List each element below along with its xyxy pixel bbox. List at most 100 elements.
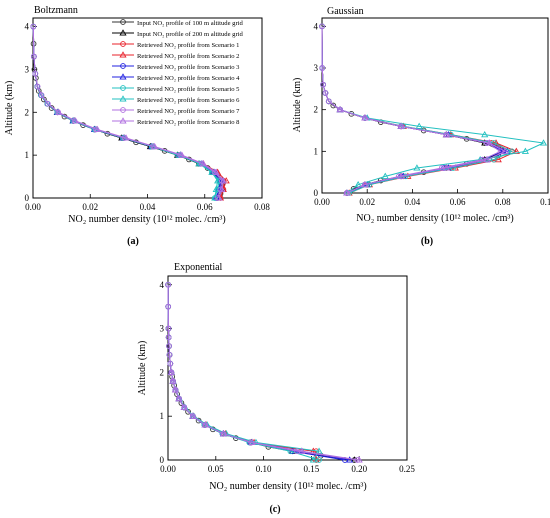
data-point [212, 168, 220, 175]
data-point [180, 403, 188, 410]
data-point [219, 177, 227, 184]
chart-title: Boltzmann [34, 5, 78, 16]
data-point [355, 456, 363, 463]
data-point [211, 194, 219, 201]
series-line [321, 26, 504, 194]
data-point [298, 447, 306, 454]
legend-label: Retrieved NO₂ profile from Scenario 6 [137, 97, 240, 104]
data-point [316, 457, 322, 463]
y-tick-label: 3 [25, 64, 30, 74]
y-tick-label: 2 [314, 105, 319, 115]
legend-item: Input NO₂ profile of 200 m altitude grid [112, 29, 243, 38]
data-point [171, 386, 180, 393]
data-point [38, 92, 45, 98]
series-6 [165, 281, 322, 463]
y-axis-label: Altitude (km) [4, 81, 15, 136]
series-8 [165, 281, 361, 463]
legend-marker [119, 51, 127, 58]
x-axis-label: NO₂ number density (10¹² molec. /cm³) [68, 214, 225, 225]
legend-marker [119, 117, 127, 124]
data-point [248, 438, 256, 446]
y-tick-label: 1 [25, 150, 30, 160]
data-point [151, 142, 159, 150]
data-point [199, 160, 207, 167]
x-axis-label: NO₂ number density (10¹² molec. /cm³) [209, 481, 366, 492]
data-point [201, 421, 209, 428]
series-3 [167, 284, 320, 463]
data-point [45, 100, 51, 107]
series-2 [165, 281, 320, 463]
legend-item: Retrieved NO₂ profile from Scenario 6 [112, 95, 240, 104]
y-tick-label: 3 [314, 63, 319, 73]
data-point [41, 96, 47, 103]
panel-1: 0.00 0.02 0.04 0.06 0.08 0.10 0 1 2 3 4 Gaussian NO₂… [292, 6, 550, 247]
legend-item: Retrieved NO₂ profile from Scenario 5 [112, 85, 240, 93]
legend-label: Retrieved NO₂ profile from Scenario 4 [137, 75, 240, 82]
plot-frame [321, 17, 549, 194]
data-point [169, 377, 177, 384]
series-9 [321, 26, 509, 196]
chart-title: Gaussian [327, 6, 364, 17]
data-point [322, 90, 329, 96]
x-tick-label: 0.02 [359, 197, 375, 207]
data-point [325, 98, 332, 105]
panel-label: (c) [269, 504, 280, 515]
y-tick-label: 2 [160, 367, 165, 377]
x-tick-label: 0.04 [405, 197, 421, 207]
x-tick-label: 0.08 [254, 202, 270, 212]
x-tick-label: 0.04 [140, 202, 156, 212]
series-7 [167, 284, 323, 463]
data-point [93, 125, 101, 132]
legend-label: Input NO₂ profile of 200 m altitude grid [137, 31, 243, 38]
series-line [167, 284, 345, 461]
y-tick-label: 1 [160, 411, 165, 421]
x-tick-label: 0.05 [208, 464, 224, 474]
legend-marker [120, 85, 126, 91]
data-point [208, 168, 216, 175]
legend: Input NO₂ profile of 100 m altitude grid… [112, 19, 243, 126]
legend-item: Retrieved NO₂ profile from Scenario 8 [112, 117, 240, 126]
legend-label: Retrieved NO₂ profile from Scenario 7 [137, 108, 240, 115]
data-point [346, 456, 354, 463]
data-point [485, 139, 493, 146]
y-tick-label: 1 [314, 146, 319, 156]
legend-marker [119, 73, 127, 80]
y-axis-label: Altitude (km) [292, 78, 303, 133]
data-point [483, 155, 491, 163]
data-point [55, 108, 63, 115]
y-tick-label: 0 [25, 193, 30, 203]
series-line [321, 26, 504, 194]
legend-item: Retrieved NO₂ profile from Scenario 3 [112, 63, 240, 71]
series-line [32, 26, 224, 199]
data-point [71, 117, 79, 124]
data-point [178, 151, 186, 158]
x-tick-label: 0.06 [197, 202, 213, 212]
series-line [167, 284, 320, 461]
legend-label: Retrieved NO₂ profile from Scenario 3 [137, 64, 240, 71]
legend-marker [120, 107, 126, 113]
series-3 [321, 26, 520, 196]
legend-item: Retrieved NO₂ profile from Scenario 7 [112, 107, 240, 115]
x-tick-label: 0.25 [399, 464, 415, 474]
legend-marker [120, 63, 126, 69]
data-point [219, 430, 228, 437]
legend-label: Retrieved NO₂ profile from Scenario 1 [137, 42, 239, 49]
y-tick-label: 0 [314, 188, 319, 198]
data-point [309, 456, 317, 463]
x-tick-label: 0.02 [82, 202, 98, 212]
legend-item: Retrieved NO₂ profile from Scenario 2 [112, 51, 239, 60]
legend-label: Retrieved NO₂ profile from Scenario 8 [137, 119, 240, 126]
data-point [214, 177, 222, 184]
data-point [361, 114, 369, 121]
data-point [167, 368, 175, 375]
y-tick-label: 4 [25, 22, 30, 32]
plot-frame [167, 275, 408, 461]
data-point [252, 438, 260, 446]
data-point [442, 164, 450, 171]
data-point [330, 102, 337, 109]
data-point [501, 147, 509, 154]
legend-label: Retrieved NO₂ profile from Scenario 2 [137, 53, 239, 60]
series-line [167, 284, 355, 461]
data-point [218, 185, 226, 192]
